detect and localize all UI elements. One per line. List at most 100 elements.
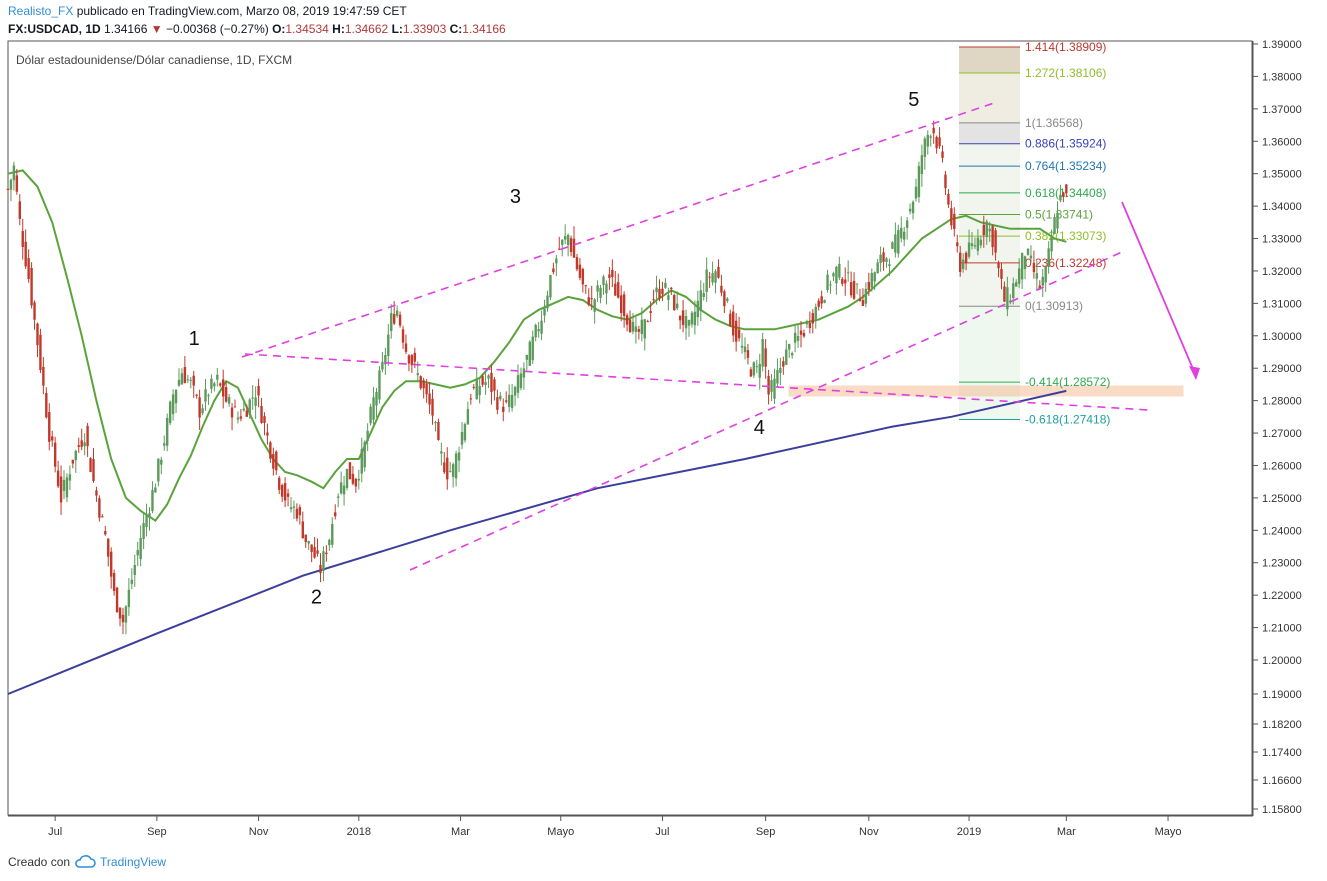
- candle-body: [292, 506, 296, 508]
- candle-body: [637, 329, 641, 332]
- candle-body: [873, 272, 876, 282]
- candle-body: [820, 296, 823, 304]
- down-arrow-icon: ▼: [150, 22, 163, 36]
- high-label: H:: [332, 22, 345, 36]
- candle-body: [994, 230, 997, 253]
- candle-body: [121, 614, 125, 623]
- candle-body: [885, 258, 888, 263]
- candle-body: [513, 386, 517, 396]
- candle-body: [543, 308, 546, 316]
- candle-body: [375, 392, 378, 406]
- candle-body: [867, 281, 871, 290]
- created-with-text: Creado con: [8, 855, 71, 869]
- candle-body: [248, 399, 251, 415]
- candle-body: [602, 276, 605, 286]
- candle-body: [944, 174, 947, 189]
- candle-body: [89, 458, 92, 472]
- candle-body: [646, 321, 649, 323]
- candle-body: [596, 285, 599, 292]
- candle-body: [625, 315, 629, 325]
- candle-body: [967, 242, 971, 257]
- candle-body: [1047, 248, 1050, 267]
- close-value: 1.34166: [462, 22, 506, 36]
- candle-body: [236, 417, 240, 420]
- candle-body: [605, 283, 608, 294]
- author-name[interactable]: Realisto_FX: [8, 4, 74, 18]
- last-price: 1.34166: [104, 22, 148, 36]
- candle-body: [328, 539, 331, 546]
- candle-body: [599, 287, 602, 298]
- time-tick-label: Sep: [756, 826, 776, 838]
- candle-body: [976, 237, 980, 251]
- candle-body: [1041, 276, 1044, 286]
- candle-body: [413, 352, 417, 362]
- fib-top-zone: [959, 122, 1020, 144]
- candle-body: [667, 295, 670, 300]
- candle-body: [537, 329, 540, 332]
- upper-channel-line: [241, 101, 998, 358]
- price-tick-label: 1.19000: [1262, 689, 1302, 701]
- candle-body: [24, 241, 27, 267]
- candle-body: [764, 348, 767, 367]
- candle-body: [204, 389, 207, 402]
- candle-body: [345, 468, 349, 489]
- symbol-label: FX:USDCAD, 1D: [8, 22, 101, 36]
- candle-body: [449, 470, 452, 472]
- candle-body: [334, 512, 337, 517]
- price-tick-label: 1.34000: [1262, 201, 1302, 213]
- fib-upper-zone: [959, 72, 1020, 123]
- price-tick-label: 1.27000: [1262, 428, 1302, 440]
- candle-body: [737, 329, 741, 339]
- elliott-wave-label: 3: [510, 186, 521, 208]
- candle-body: [858, 298, 862, 301]
- candle-body: [988, 228, 991, 232]
- candle-body: [991, 226, 994, 248]
- candle-body: [124, 606, 128, 623]
- candle-body: [717, 266, 720, 278]
- candle-body: [973, 245, 977, 247]
- candle-body: [1012, 283, 1015, 299]
- candle-body: [136, 549, 139, 556]
- candle-body: [336, 496, 340, 498]
- candle-body: [628, 319, 632, 333]
- candle-body: [770, 380, 773, 392]
- candle-body: [578, 264, 582, 278]
- candle-body: [325, 552, 328, 555]
- fib-level-label: 0.5(1.33741): [1025, 208, 1093, 222]
- candle-body: [171, 394, 175, 415]
- open-value: 1.34534: [285, 22, 329, 36]
- candle-body: [466, 409, 470, 425]
- candle-body: [572, 238, 576, 258]
- candle-body: [793, 332, 797, 343]
- candle-body: [15, 175, 19, 192]
- candle-body: [283, 483, 287, 501]
- price-tick-label: 1.31000: [1262, 298, 1302, 310]
- candle-body: [675, 303, 679, 309]
- candle-body: [295, 508, 299, 519]
- candle-body: [835, 266, 838, 284]
- symbol-info: FX:USDCAD, 1D 1.34166 ▼ −0.00368 (−0.27%…: [8, 22, 506, 36]
- candle-body: [48, 412, 51, 442]
- candle-body: [743, 346, 747, 353]
- candle-body: [151, 489, 154, 512]
- candle-body: [12, 165, 16, 181]
- candle-body: [950, 208, 953, 226]
- tradingview-link[interactable]: TradingView: [100, 855, 167, 869]
- candle-body: [1032, 262, 1036, 273]
- candle-body: [723, 291, 726, 307]
- candle-body: [443, 462, 446, 473]
- candle-body: [979, 239, 983, 246]
- candle-body: [1044, 266, 1047, 283]
- candle-body: [681, 310, 685, 326]
- candle-body: [207, 395, 210, 397]
- candle-body: [970, 243, 974, 247]
- candle-body: [808, 322, 812, 329]
- candle-body: [905, 220, 909, 228]
- cloud-logo-icon: [75, 855, 96, 868]
- candle-body: [431, 398, 434, 416]
- candle-body: [664, 282, 667, 288]
- candle-body: [168, 401, 172, 424]
- candle-body: [416, 373, 419, 376]
- candle-body: [457, 452, 461, 461]
